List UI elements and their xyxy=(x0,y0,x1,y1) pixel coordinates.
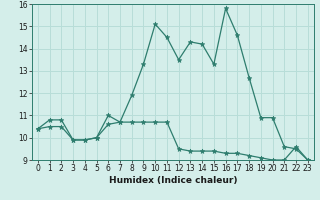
X-axis label: Humidex (Indice chaleur): Humidex (Indice chaleur) xyxy=(108,176,237,185)
